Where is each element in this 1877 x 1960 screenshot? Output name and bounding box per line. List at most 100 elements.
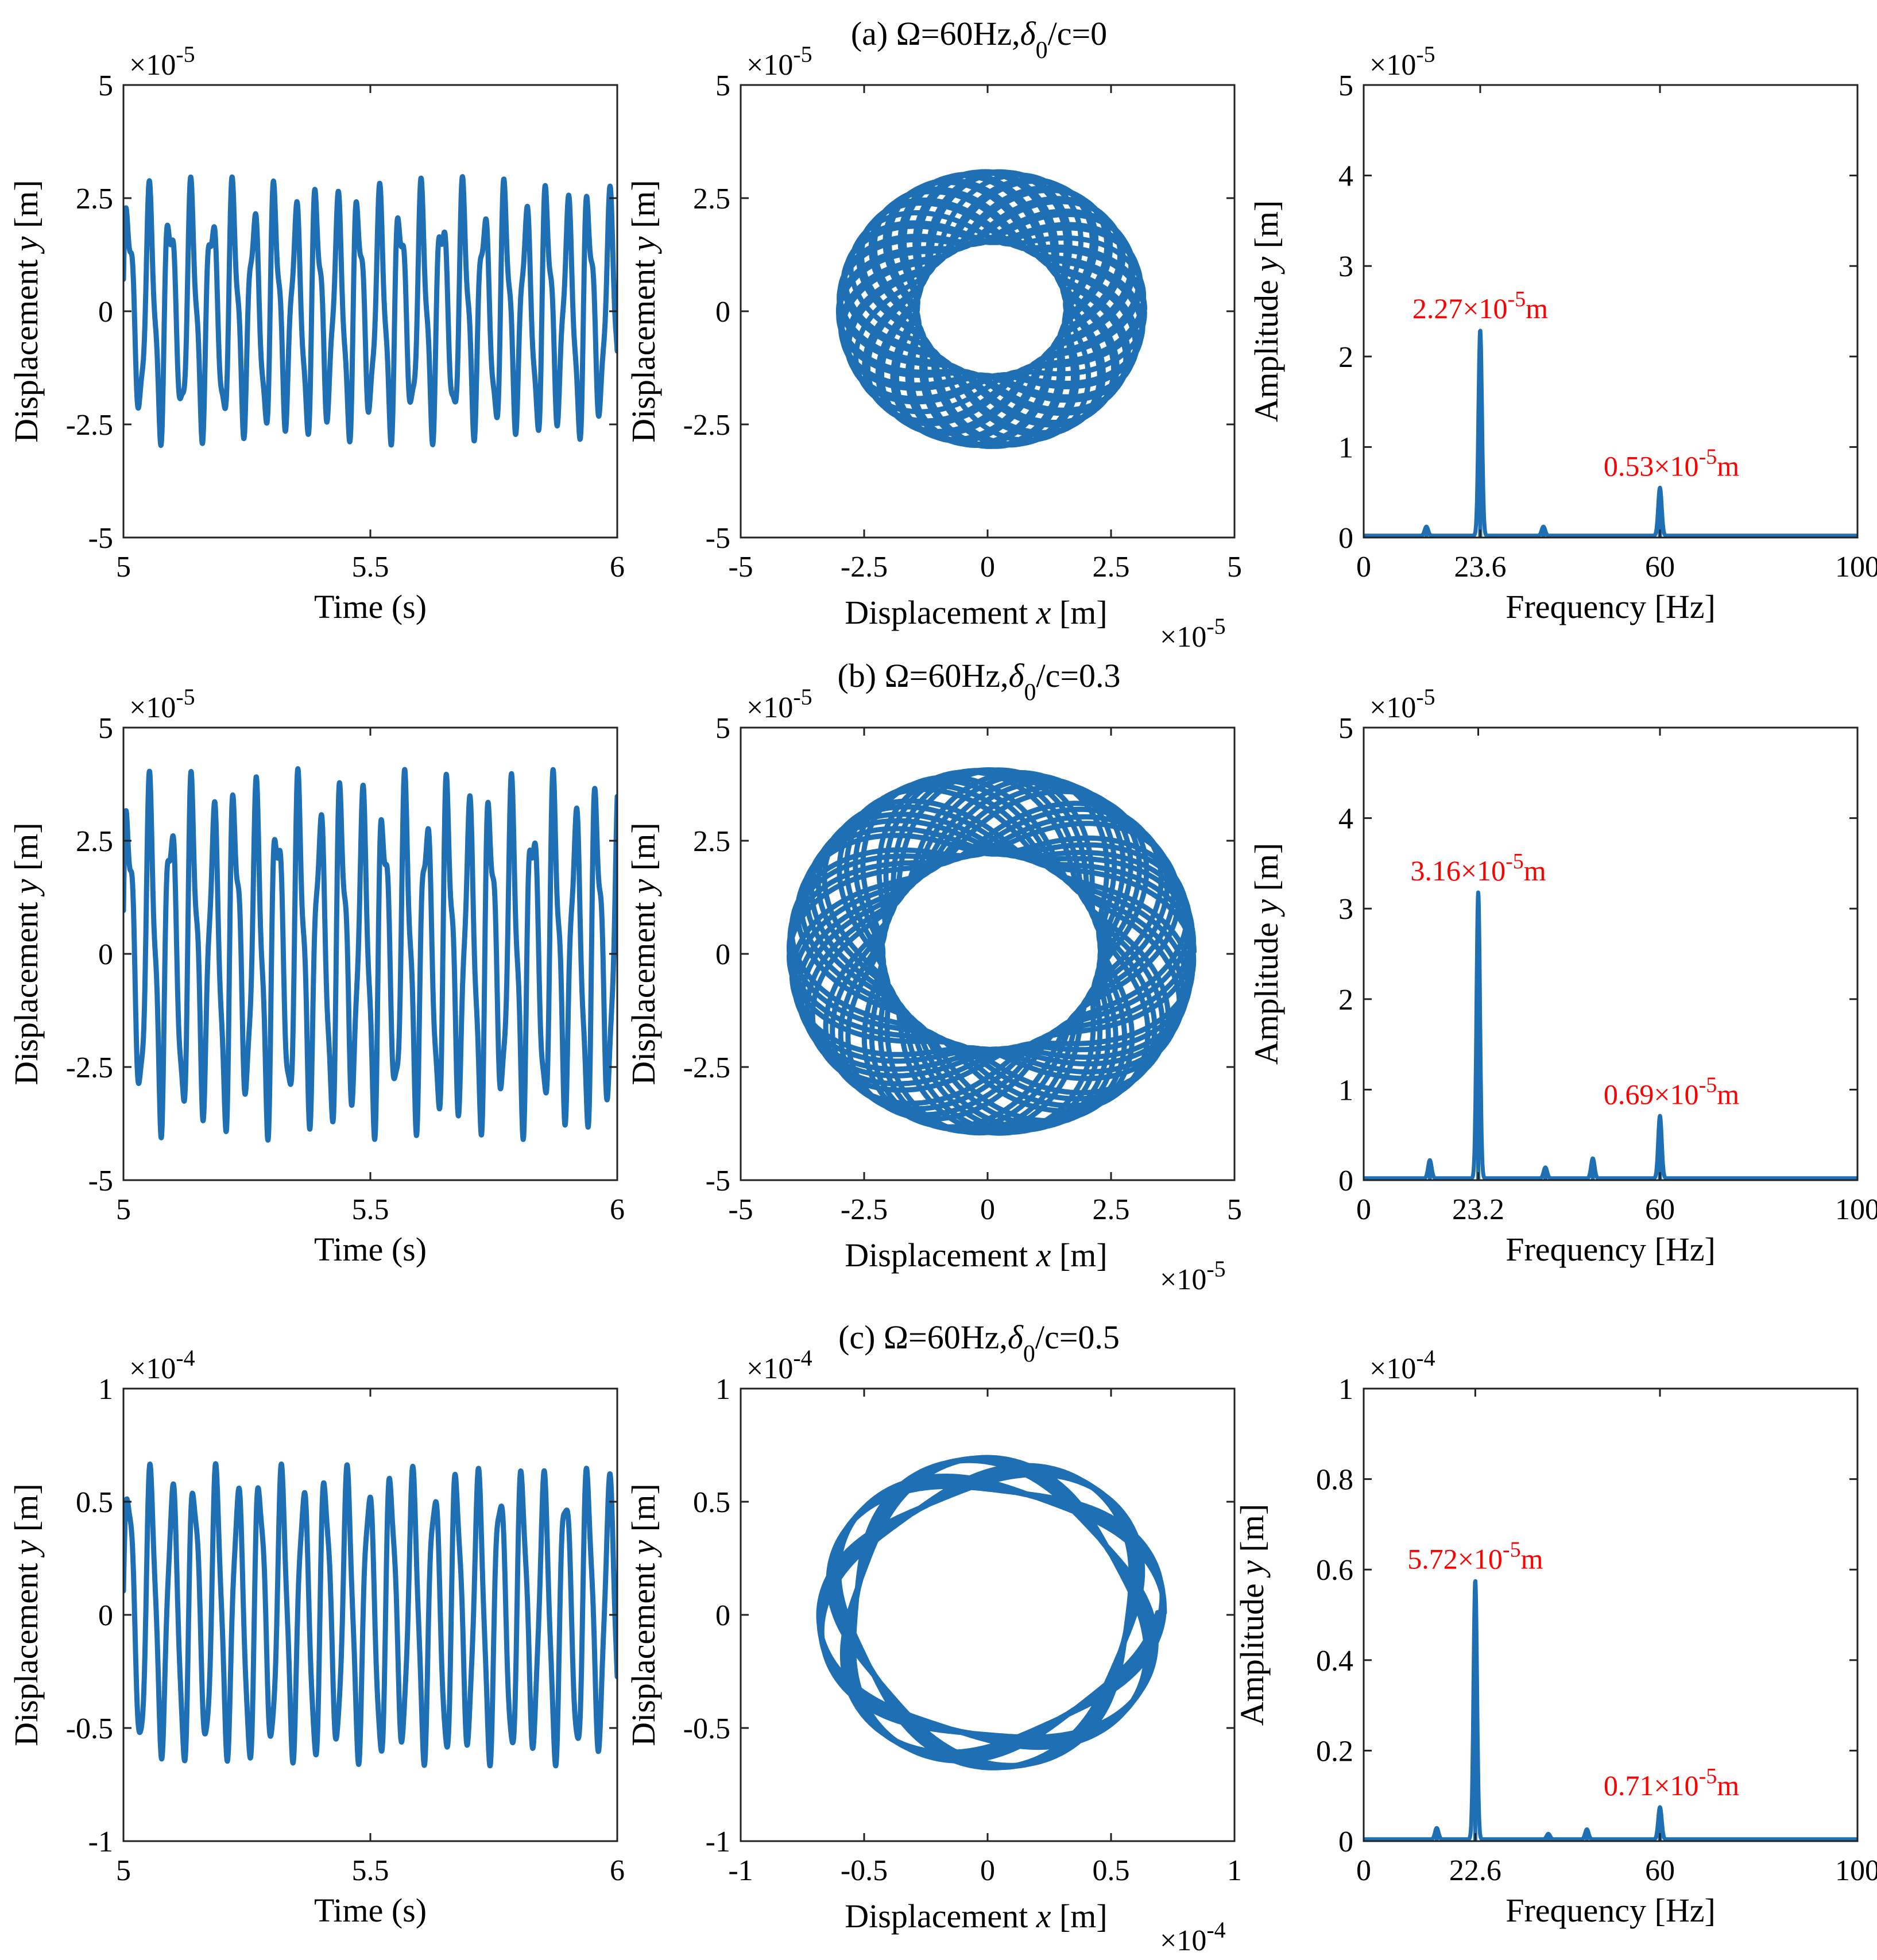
x-exponent: ×10-4: [1160, 1917, 1226, 1958]
x-tick-label: 0: [1356, 551, 1371, 583]
y-tick-label: 0.8: [1316, 1464, 1353, 1497]
x-tick-label: 5.5: [352, 551, 389, 583]
y-tick-label: 0: [715, 938, 730, 971]
x-tick-label: -2.5: [841, 551, 888, 583]
y-tick-label: 0: [715, 296, 730, 328]
peak-annotation: 3.16×10-5m: [1410, 849, 1546, 887]
x-tick-label: 22.6: [1449, 1854, 1501, 1887]
y-exponent: ×10-4: [129, 1345, 195, 1386]
y-axis-label: Displacement y [m]: [625, 180, 662, 442]
y-tick-label: -1: [88, 1826, 113, 1858]
x-axis-label: Time (s): [314, 588, 427, 625]
y-tick-label: 2.5: [693, 183, 730, 215]
y-axis-label: Amplitude y [m]: [1248, 200, 1285, 423]
y-tick-label: -2.5: [683, 409, 730, 442]
y-tick-label: -0.5: [683, 1712, 730, 1745]
plot-area: [123, 174, 617, 449]
row-title-text: (c) Ω=60Hz,δ0/c=0.5: [838, 1319, 1120, 1367]
x-tick-label: -0.5: [841, 1854, 888, 1887]
y-tick-label: 0: [98, 296, 113, 328]
plot-area: [835, 169, 1147, 449]
peak-annotation: 0.71×10-5m: [1604, 1764, 1739, 1802]
x-tick-label: 0: [1356, 1854, 1371, 1887]
x-tick-label: 5: [1227, 1193, 1242, 1226]
x-tick-label: 23.2: [1452, 1193, 1504, 1226]
row-title-text: (a) Ω=60Hz,δ0/c=0: [851, 15, 1107, 64]
chart-c-1: 5 5.5 6 -1 -0.5 0 0.5 1 ×10-4 Time (s) Displacemen…: [7, 1345, 625, 1930]
y-axis-label: Displacement y [m]: [7, 822, 45, 1085]
x-tick-label: 2.5: [1093, 551, 1130, 583]
plot-area: [786, 767, 1197, 1136]
y-tick-label: -5: [88, 522, 113, 555]
row-title-a: (a) Ω=60Hz,δ0/c=0: [851, 15, 1107, 64]
row-title-c: (c) Ω=60Hz,δ0/c=0.5: [838, 1319, 1120, 1367]
y-tick-label: -5: [88, 1165, 113, 1197]
y-tick-label: -5: [706, 1165, 730, 1197]
chart-a-1: 5 5.5 6 -5 -2.5 0 2.5 5 ×10-5 Time (s) Displacemen…: [7, 41, 625, 626]
y-tick-label: 2.5: [693, 825, 730, 858]
y-tick-label: 0: [98, 1599, 113, 1632]
axes-frame: [740, 84, 1236, 539]
chart-a-3: 2.27×10-5m 0.53×10-5m 0 23.6 60 100 0 1 2 3 4 5 ×10-…: [1248, 41, 1877, 626]
x-tick-label: 60: [1645, 1193, 1675, 1226]
x-tick-label: 60: [1645, 551, 1675, 583]
x-axis-label: Displacement x [m]: [845, 1897, 1107, 1935]
y-tick-label: 3: [1338, 893, 1353, 926]
y-tick-label: 0: [1338, 522, 1353, 555]
x-exponent: ×10-5: [1160, 613, 1226, 654]
y-exponent: ×10-4: [746, 1345, 812, 1386]
x-tick-label: 100: [1835, 551, 1877, 583]
y-tick-label: 5: [715, 69, 730, 102]
x-tick-label: 100: [1835, 1193, 1877, 1226]
x-tick-label: 0: [980, 1854, 995, 1887]
x-axis-label: Frequency [Hz]: [1506, 588, 1716, 625]
x-tick-label: -2.5: [841, 1193, 888, 1226]
y-tick-label: 0.2: [1316, 1735, 1353, 1768]
y-tick-label: 1: [1338, 1074, 1353, 1107]
axes-frame: [1363, 1387, 1859, 1842]
x-tick-label: 0: [1356, 1193, 1371, 1226]
y-tick-label: 4: [1338, 160, 1353, 193]
y-tick-label: 2: [1338, 341, 1353, 374]
x-axis-label: Frequency [Hz]: [1506, 1231, 1716, 1268]
y-tick-label: 0: [715, 1599, 730, 1632]
y-exponent: ×10-5: [746, 41, 812, 82]
y-tick-label: -0.5: [66, 1712, 113, 1745]
y-tick-label: 1: [715, 1373, 730, 1406]
x-tick-label: 5: [116, 551, 131, 583]
y-axis-label: Displacement y [m]: [625, 822, 662, 1085]
y-tick-label: 0: [98, 938, 113, 971]
plot-area: [1364, 328, 1857, 538]
plot-area: [816, 1455, 1167, 1770]
y-tick-label: 5: [98, 69, 113, 102]
x-tick-label: 23.6: [1454, 551, 1506, 583]
y-tick-label: 0.5: [693, 1486, 730, 1519]
x-tick-label: 60: [1645, 1854, 1675, 1887]
y-tick-label: 5: [715, 712, 730, 745]
y-tick-label: 1: [1338, 1373, 1353, 1406]
x-axis-label: Displacement x [m]: [845, 1236, 1107, 1274]
x-tick-label: 6: [610, 551, 625, 583]
x-tick-label: -1: [728, 1854, 753, 1887]
y-axis-label: Displacement y [m]: [7, 1483, 45, 1746]
row-title-text: (b) Ω=60Hz,δ0/c=0.3: [837, 657, 1120, 706]
y-tick-label: 0: [1338, 1165, 1353, 1197]
plot-area: [1364, 1579, 1857, 1841]
chart-a-2: -5 -2.5 0 2.5 5-5-2.502.55×10-5×10-5Displace…: [625, 41, 1242, 654]
spectrum-line: [1364, 1579, 1857, 1841]
y-exponent: ×10-5: [746, 684, 812, 725]
x-axis-label: Frequency [Hz]: [1506, 1892, 1716, 1929]
y-exponent: ×10-5: [1369, 684, 1435, 725]
y-tick-label: -2.5: [683, 1051, 730, 1084]
y-axis-label: Displacement y [m]: [7, 180, 45, 442]
chart-b-3: 3.16×10-5m 0.69×10-5m 0 23.2 60 100 0 1 2 3 4 5 ×10-…: [1248, 684, 1877, 1269]
peak-annotation: 5.72×10-5m: [1407, 1537, 1543, 1575]
time-series-line: [123, 766, 617, 1143]
x-tick-label: -5: [728, 551, 753, 583]
y-exponent: ×10-5: [1369, 41, 1435, 82]
y-tick-label: 5: [98, 712, 113, 745]
y-axis-label: Amplitude y [m]: [1233, 1504, 1271, 1726]
axes-frame: [1363, 726, 1859, 1181]
y-tick-label: 2: [1338, 984, 1353, 1016]
